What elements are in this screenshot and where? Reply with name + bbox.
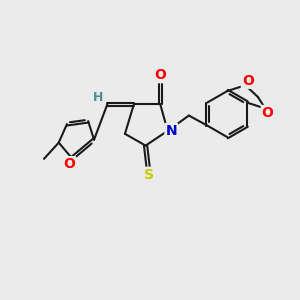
Text: H: H [93, 91, 104, 104]
Text: O: O [262, 106, 274, 120]
Text: S: S [143, 168, 154, 182]
Text: O: O [154, 68, 166, 82]
Text: O: O [63, 157, 75, 171]
Text: N: N [165, 124, 177, 138]
Text: O: O [242, 74, 254, 88]
